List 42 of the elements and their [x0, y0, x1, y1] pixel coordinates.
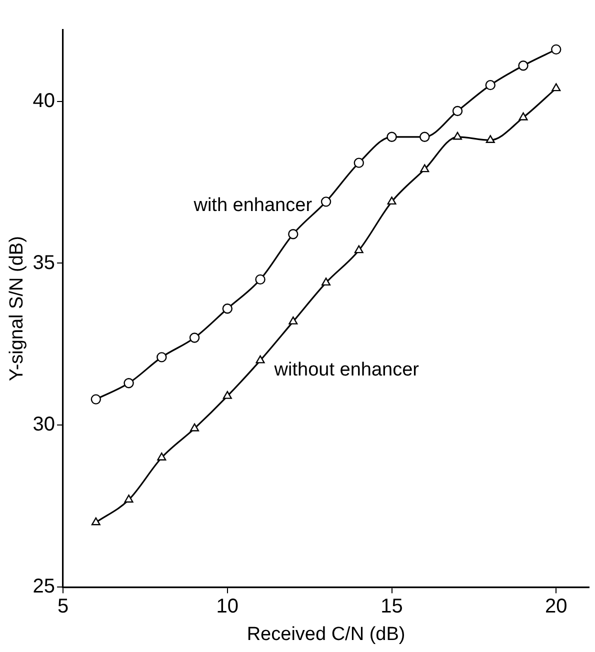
point: [452, 106, 463, 116]
x-tick-label: 20: [545, 596, 568, 618]
point: [256, 355, 265, 364]
point: [420, 132, 430, 142]
point: [322, 278, 331, 286]
point: [124, 378, 134, 388]
point: [320, 196, 332, 207]
point: [156, 352, 167, 362]
point: [453, 132, 462, 140]
point: [518, 60, 528, 71]
y-tick-label: 35: [32, 252, 56, 274]
point: [288, 316, 298, 324]
x-tick-label: 15: [380, 596, 403, 618]
x-tick-label: 10: [216, 596, 239, 618]
point: [485, 80, 496, 90]
point: [189, 332, 200, 343]
series-label: with enhancer: [192, 194, 313, 216]
point: [124, 494, 134, 503]
point: [90, 394, 102, 404]
point: [354, 245, 364, 254]
x-tick-label: 5: [57, 596, 69, 618]
point: [386, 132, 397, 142]
point: [288, 228, 298, 240]
point: [551, 44, 562, 55]
y-tick-label: 30: [32, 414, 56, 436]
point: [222, 304, 233, 314]
y-tick-label: 25: [32, 576, 56, 598]
point: [387, 196, 396, 205]
y-tick-label: 40: [32, 90, 56, 112]
x-axis-title: Received C/N (dB): [246, 624, 406, 645]
point: [255, 274, 266, 285]
point: [420, 164, 430, 172]
point: [486, 135, 495, 143]
point: [190, 423, 200, 432]
y-axis-title: Y-signal S/N (dB): [6, 236, 28, 382]
point: [518, 112, 528, 120]
point: [552, 83, 561, 92]
point: [157, 452, 166, 460]
point: [222, 390, 232, 399]
series-label: without enhancer: [273, 360, 420, 381]
point: [354, 158, 364, 168]
point: [91, 517, 100, 526]
